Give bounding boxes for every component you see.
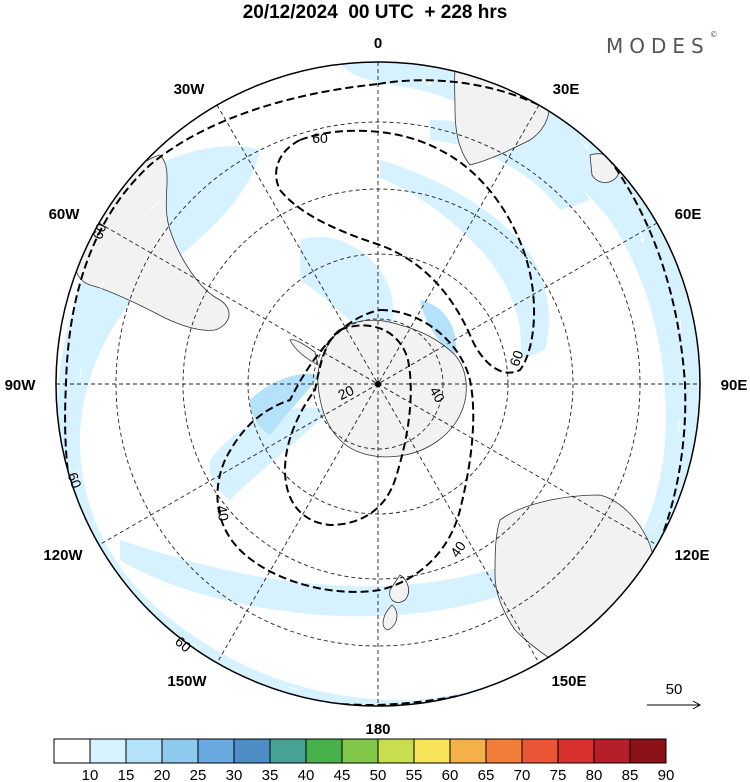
- contour-label: 40: [427, 384, 449, 406]
- brand-name: MODES: [606, 34, 710, 58]
- legend-swatch: [269, 738, 307, 764]
- contour-label: 60: [312, 130, 328, 146]
- legend-level-label: 20: [154, 767, 171, 782]
- antarctic-peninsula: [289, 339, 319, 366]
- legend-swatch: [341, 738, 379, 764]
- legend-level-label: 75: [550, 767, 567, 782]
- legend-level-label: 40: [298, 767, 315, 782]
- legend-swatch: [593, 738, 631, 764]
- legend-swatch: [161, 738, 199, 764]
- legend-swatch: [305, 738, 343, 764]
- legend-level-label: 60: [442, 767, 459, 782]
- reference-vector-arrowhead: [692, 700, 702, 710]
- lon-label-90e: 90E: [721, 377, 748, 394]
- contour-label: 60: [65, 470, 85, 490]
- pole-marker: [375, 381, 381, 387]
- legend-level-label: 90: [658, 767, 675, 782]
- copyright-mark: ©: [709, 30, 718, 39]
- contour-label: 20: [335, 382, 356, 403]
- lon-label-30e: 30E: [553, 81, 580, 98]
- legend-swatch: [233, 738, 271, 764]
- lon-label-60e: 60E: [675, 206, 702, 223]
- legend-level-label: 15: [118, 767, 135, 782]
- legend-swatch: [521, 738, 559, 764]
- lon-label-180: 180: [365, 721, 390, 738]
- legend-swatch: [449, 738, 487, 764]
- brand-logo: MODES©: [606, 30, 718, 58]
- contour-label: 60: [89, 221, 109, 241]
- legend-level-label: 55: [406, 767, 423, 782]
- lon-label-30w: 30W: [174, 81, 206, 98]
- lon-label-120e: 120E: [674, 547, 709, 564]
- map-border: [55, 61, 701, 707]
- legend-swatch: [89, 738, 127, 764]
- contour-label: 40: [214, 504, 232, 522]
- lon-label-150w: 150W: [167, 673, 207, 690]
- legend-level-label: 85: [622, 767, 639, 782]
- legend-swatch: [377, 738, 415, 764]
- contour-label: 60: [506, 348, 526, 368]
- lon-label-150e: 150E: [551, 673, 586, 690]
- legend-level-label: 80: [586, 767, 603, 782]
- legend-swatch: [557, 738, 595, 764]
- contour-20: [283, 324, 412, 527]
- chart-title: 20/12/2024 00 UTC + 228 hrs: [242, 2, 508, 23]
- legend-swatch: [53, 738, 91, 764]
- reference-vector: 50: [647, 681, 702, 710]
- legend-level-label: 65: [478, 767, 495, 782]
- lon-label-0: 0: [374, 35, 382, 52]
- lon-label-120w: 120W: [43, 547, 83, 564]
- new-zealand: [389, 574, 410, 603]
- legend-level-label: 25: [190, 767, 207, 782]
- legend-swatch: [413, 738, 451, 764]
- contour-60-inner: [275, 129, 536, 374]
- contour-40: [216, 308, 475, 593]
- legend-swatch: [197, 738, 235, 764]
- legend-level-label: 50: [370, 767, 387, 782]
- new-zealand-south: [382, 604, 398, 631]
- lon-label-60w: 60W: [49, 206, 81, 223]
- legend-level-label: 70: [514, 767, 531, 782]
- legend-level-label: 45: [334, 767, 351, 782]
- legend-swatch: [485, 738, 523, 764]
- longitude-labels: 0 30E 60E 90E 120E 150E 180 150W 120W 90…: [5, 35, 748, 738]
- legend-swatch: [629, 738, 667, 764]
- legend-level-label: 30: [226, 767, 243, 782]
- lon-label-90w: 90W: [5, 377, 37, 394]
- antarctica: [317, 319, 467, 458]
- madagascar: [589, 153, 619, 183]
- legend-level-label: 35: [262, 767, 279, 782]
- legend-swatch: [125, 738, 163, 764]
- contour-60-outer: [64, 79, 687, 706]
- legend-level-label: 10: [82, 767, 99, 782]
- contour-lines: [64, 79, 687, 706]
- reference-vector-label: 50: [666, 681, 683, 698]
- color-legend: 10 15 20 25 30 35 40 45 50 55 60 65 70 75 80 85 90: [53, 738, 675, 782]
